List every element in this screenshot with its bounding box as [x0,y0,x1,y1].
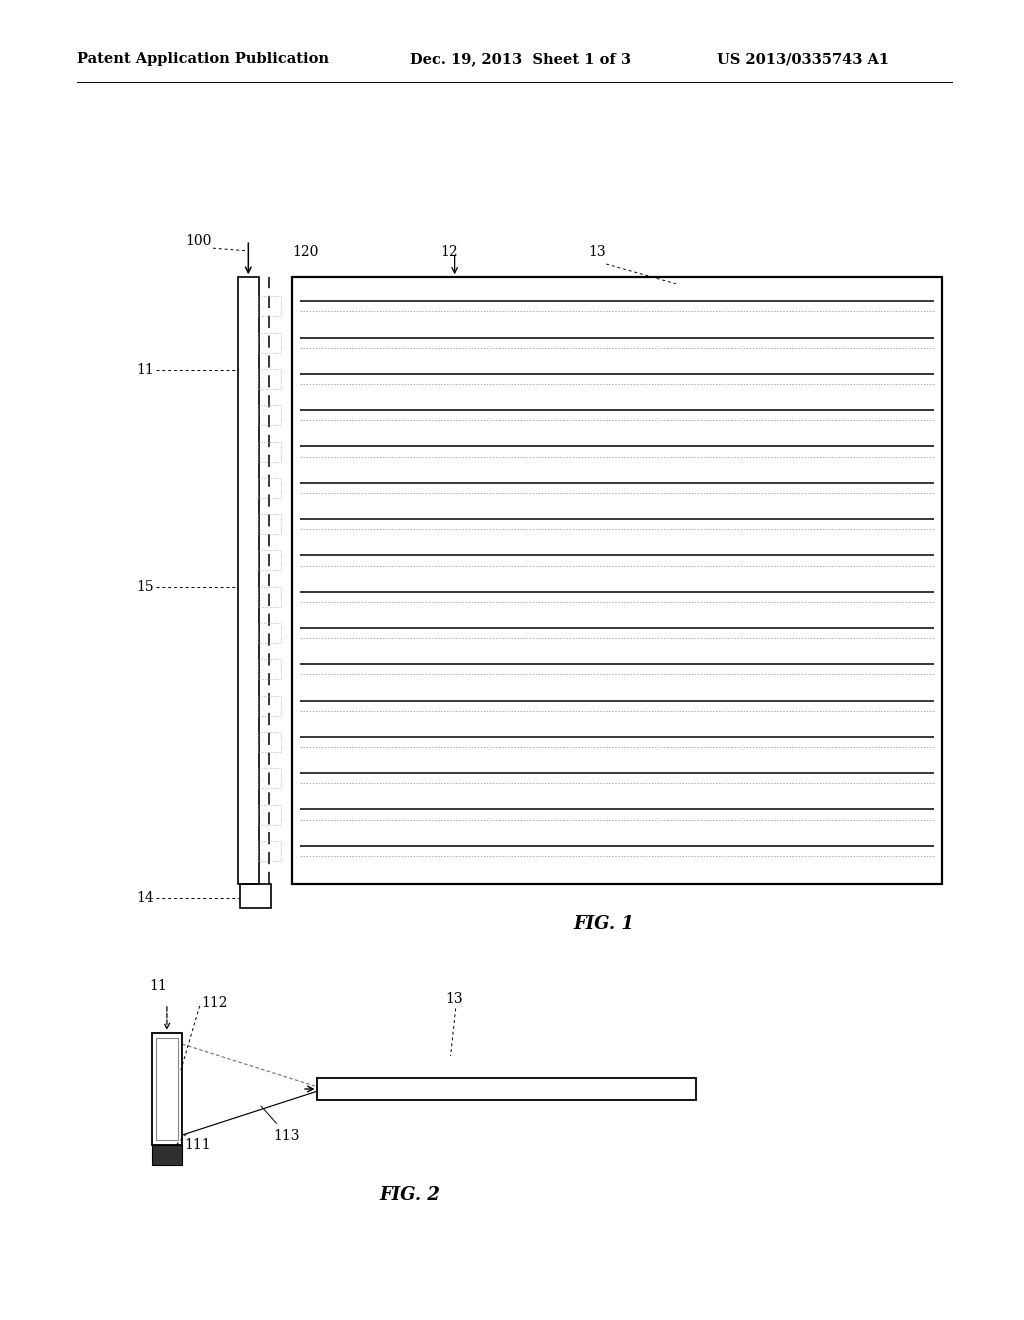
Text: 11: 11 [148,978,167,993]
Text: 12: 12 [440,244,458,259]
Bar [152,1032,182,1146]
Text: Dec. 19, 2013  Sheet 1 of 3: Dec. 19, 2013 Sheet 1 of 3 [410,53,631,66]
Text: FIG. 2: FIG. 2 [379,1185,440,1204]
Bar [258,696,281,715]
Text: 13: 13 [589,244,606,259]
Text: FIG. 1: FIG. 1 [573,915,635,933]
Text: 15: 15 [136,581,154,594]
Bar [258,370,281,389]
Text: 120: 120 [292,244,318,259]
Bar [238,277,259,884]
Bar [152,1146,182,1166]
Bar [317,1078,696,1100]
Bar [258,733,281,752]
Bar [258,442,281,462]
Text: 112: 112 [202,997,228,1010]
Bar [258,660,281,680]
Bar [258,550,281,570]
Text: 14: 14 [136,891,154,904]
Bar [258,515,281,535]
Bar [156,1038,178,1140]
Bar [258,333,281,352]
Bar [258,297,281,317]
Text: 13: 13 [445,991,463,1006]
Bar [292,277,942,884]
Bar [258,805,281,825]
Text: US 2013/0335743 A1: US 2013/0335743 A1 [717,53,889,66]
Text: Patent Application Publication: Patent Application Publication [77,53,329,66]
Bar [258,587,281,607]
Bar [258,478,281,498]
Text: 111: 111 [184,1138,211,1152]
Bar [240,884,271,908]
Text: 113: 113 [273,1129,300,1143]
Text: 100: 100 [185,234,212,248]
Bar [258,623,281,643]
Bar [258,841,281,861]
Bar [258,405,281,425]
Bar [258,768,281,788]
Text: 11: 11 [136,363,154,376]
